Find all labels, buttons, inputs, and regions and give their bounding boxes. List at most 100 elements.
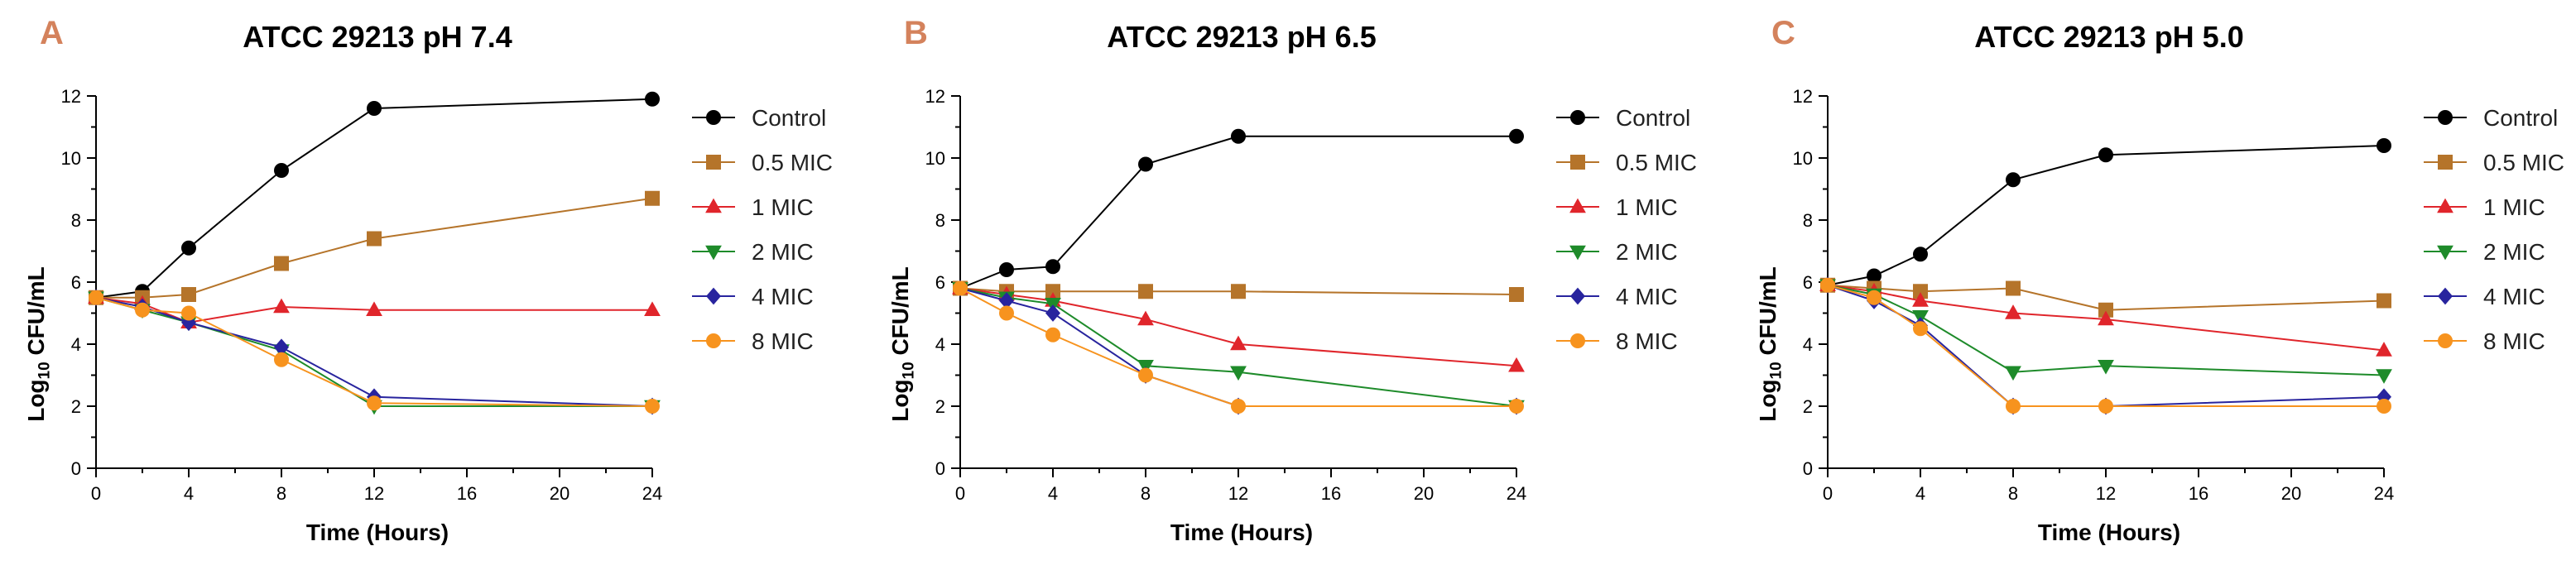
panel-a: A ATCC 29213 pH 7.4 Log10 CFU/mL Time (H… [0,0,858,570]
legend-label-8-mic: 8 MIC [2483,328,2545,354]
data-point-0-5-mic [2377,293,2391,309]
legend-marker-1-mic [705,198,722,213]
x-tick-label: 4 [1048,483,1058,504]
legend-label-0-5-mic: 0.5 MIC [752,150,833,175]
legend-label-1-mic: 1 MIC [1616,194,1678,220]
legend-label-1-mic: 1 MIC [2483,194,2545,220]
legend-marker-2-mic [1569,245,1586,261]
legend-label-8-mic: 8 MIC [1616,328,1678,354]
data-point-1-mic [1912,292,1929,307]
x-tick-label: 20 [550,483,570,504]
data-point-control [2098,147,2113,163]
data-point-8-mic [181,305,196,321]
data-point-1-mic [2005,304,2021,319]
y-tick-label: 10 [61,148,81,169]
series-line-1-mic [95,296,652,323]
legend-marker-4-mic [706,287,721,305]
series-line-8-mic [959,287,1516,407]
data-point-control [181,240,196,256]
legend-marker-0-5-mic [2438,155,2453,170]
legend-marker-control [706,110,721,125]
chart-title: ATCC 29213 pH 6.5 [1107,20,1377,54]
data-point-0-5-mic [2006,280,2021,296]
legend-marker-2-mic [705,245,722,261]
data-point-control [1045,259,1060,275]
series-line-8-mic [1827,284,2384,407]
y-tick-label: 8 [71,210,81,231]
series-line-control [959,135,1516,290]
data-point-8-mic [1231,399,1246,414]
data-point-2-mic [2005,366,2021,381]
data-point-4-mic [999,292,1014,309]
panel-label: B [904,15,928,51]
x-tick-label: 8 [1141,483,1151,504]
x-axis-label: Time (Hours) [2037,520,2181,545]
y-tick-label: 0 [71,458,81,479]
data-point-2-mic [1230,366,1247,381]
data-point-1-mic [1508,357,1525,372]
panel-label: C [1771,15,1795,51]
x-tick-label: 12 [364,483,384,504]
series-line-4-mic [1827,284,2385,407]
x-tick-label: 8 [2008,483,2018,504]
data-point-8-mic [274,352,289,367]
legend-marker-4-mic [1570,287,1585,305]
data-point-0-5-mic [1045,284,1060,299]
data-point-0-5-mic [181,287,196,302]
y-tick-label: 6 [71,272,81,293]
x-tick-label: 16 [457,483,477,504]
x-tick-label: 0 [955,483,965,504]
x-tick-label: 4 [184,483,194,504]
legend-marker-8-mic [706,333,721,348]
y-tick-label: 10 [925,148,945,169]
chart-title: ATCC 29213 pH 5.0 [1974,20,2244,54]
data-point-control [367,101,382,116]
data-point-8-mic [2098,399,2113,414]
data-point-2-mic [2098,360,2114,375]
panel-c: C ATCC 29213 pH 5.0 Log10 CFU/mL Time (H… [1732,0,2576,570]
legend-label-0-5-mic: 0.5 MIC [1616,150,1697,175]
data-point-control [645,91,660,107]
series-line-0-5-mic [1827,284,2385,311]
data-point-8-mic [953,280,968,296]
x-tick-label: 24 [1507,483,1526,504]
data-point-0-5-mic [1509,287,1524,302]
y-tick-label: 6 [935,272,945,293]
x-tick-label: 24 [642,483,662,504]
series-line-8-mic [95,296,653,407]
series-line-2-mic [959,287,1517,407]
data-point-1-mic [273,298,290,314]
data-point-control [1867,268,1882,284]
y-tick-label: 10 [1793,148,1813,169]
data-point-1-mic [1230,335,1247,351]
x-tick-label: 8 [276,483,286,504]
y-tick-label: 8 [935,210,945,231]
x-tick-label: 16 [1321,483,1341,504]
x-tick-label: 20 [1414,483,1434,504]
data-point-1-mic [366,301,382,316]
data-point-control [1913,247,1928,262]
data-point-4-mic [1045,304,1060,322]
data-point-0-5-mic [2098,302,2113,318]
x-tick-label: 0 [1823,483,1833,504]
data-point-control [999,262,1014,277]
data-point-1-mic [1137,310,1154,326]
y-tick-label: 2 [1803,396,1813,417]
data-point-0-5-mic [1138,284,1153,299]
legend-marker-0-5-mic [1570,155,1585,170]
data-point-0-5-mic [1913,284,1928,299]
panel-b: B ATCC 29213 pH 6.5 Log10 CFU/mL Time (H… [864,0,1723,570]
legend-marker-control [1570,110,1585,125]
data-point-8-mic [135,302,150,318]
data-point-8-mic [2006,399,2021,414]
data-point-8-mic [1913,321,1928,337]
y-tick-label: 4 [71,334,81,355]
panel-label: A [40,15,64,51]
data-point-8-mic [1509,399,1524,414]
legend-label-2-mic: 2 MIC [752,239,814,265]
legend-label-1-mic: 1 MIC [752,194,814,220]
legend-label-2-mic: 2 MIC [1616,239,1678,265]
data-point-control [2006,172,2021,188]
